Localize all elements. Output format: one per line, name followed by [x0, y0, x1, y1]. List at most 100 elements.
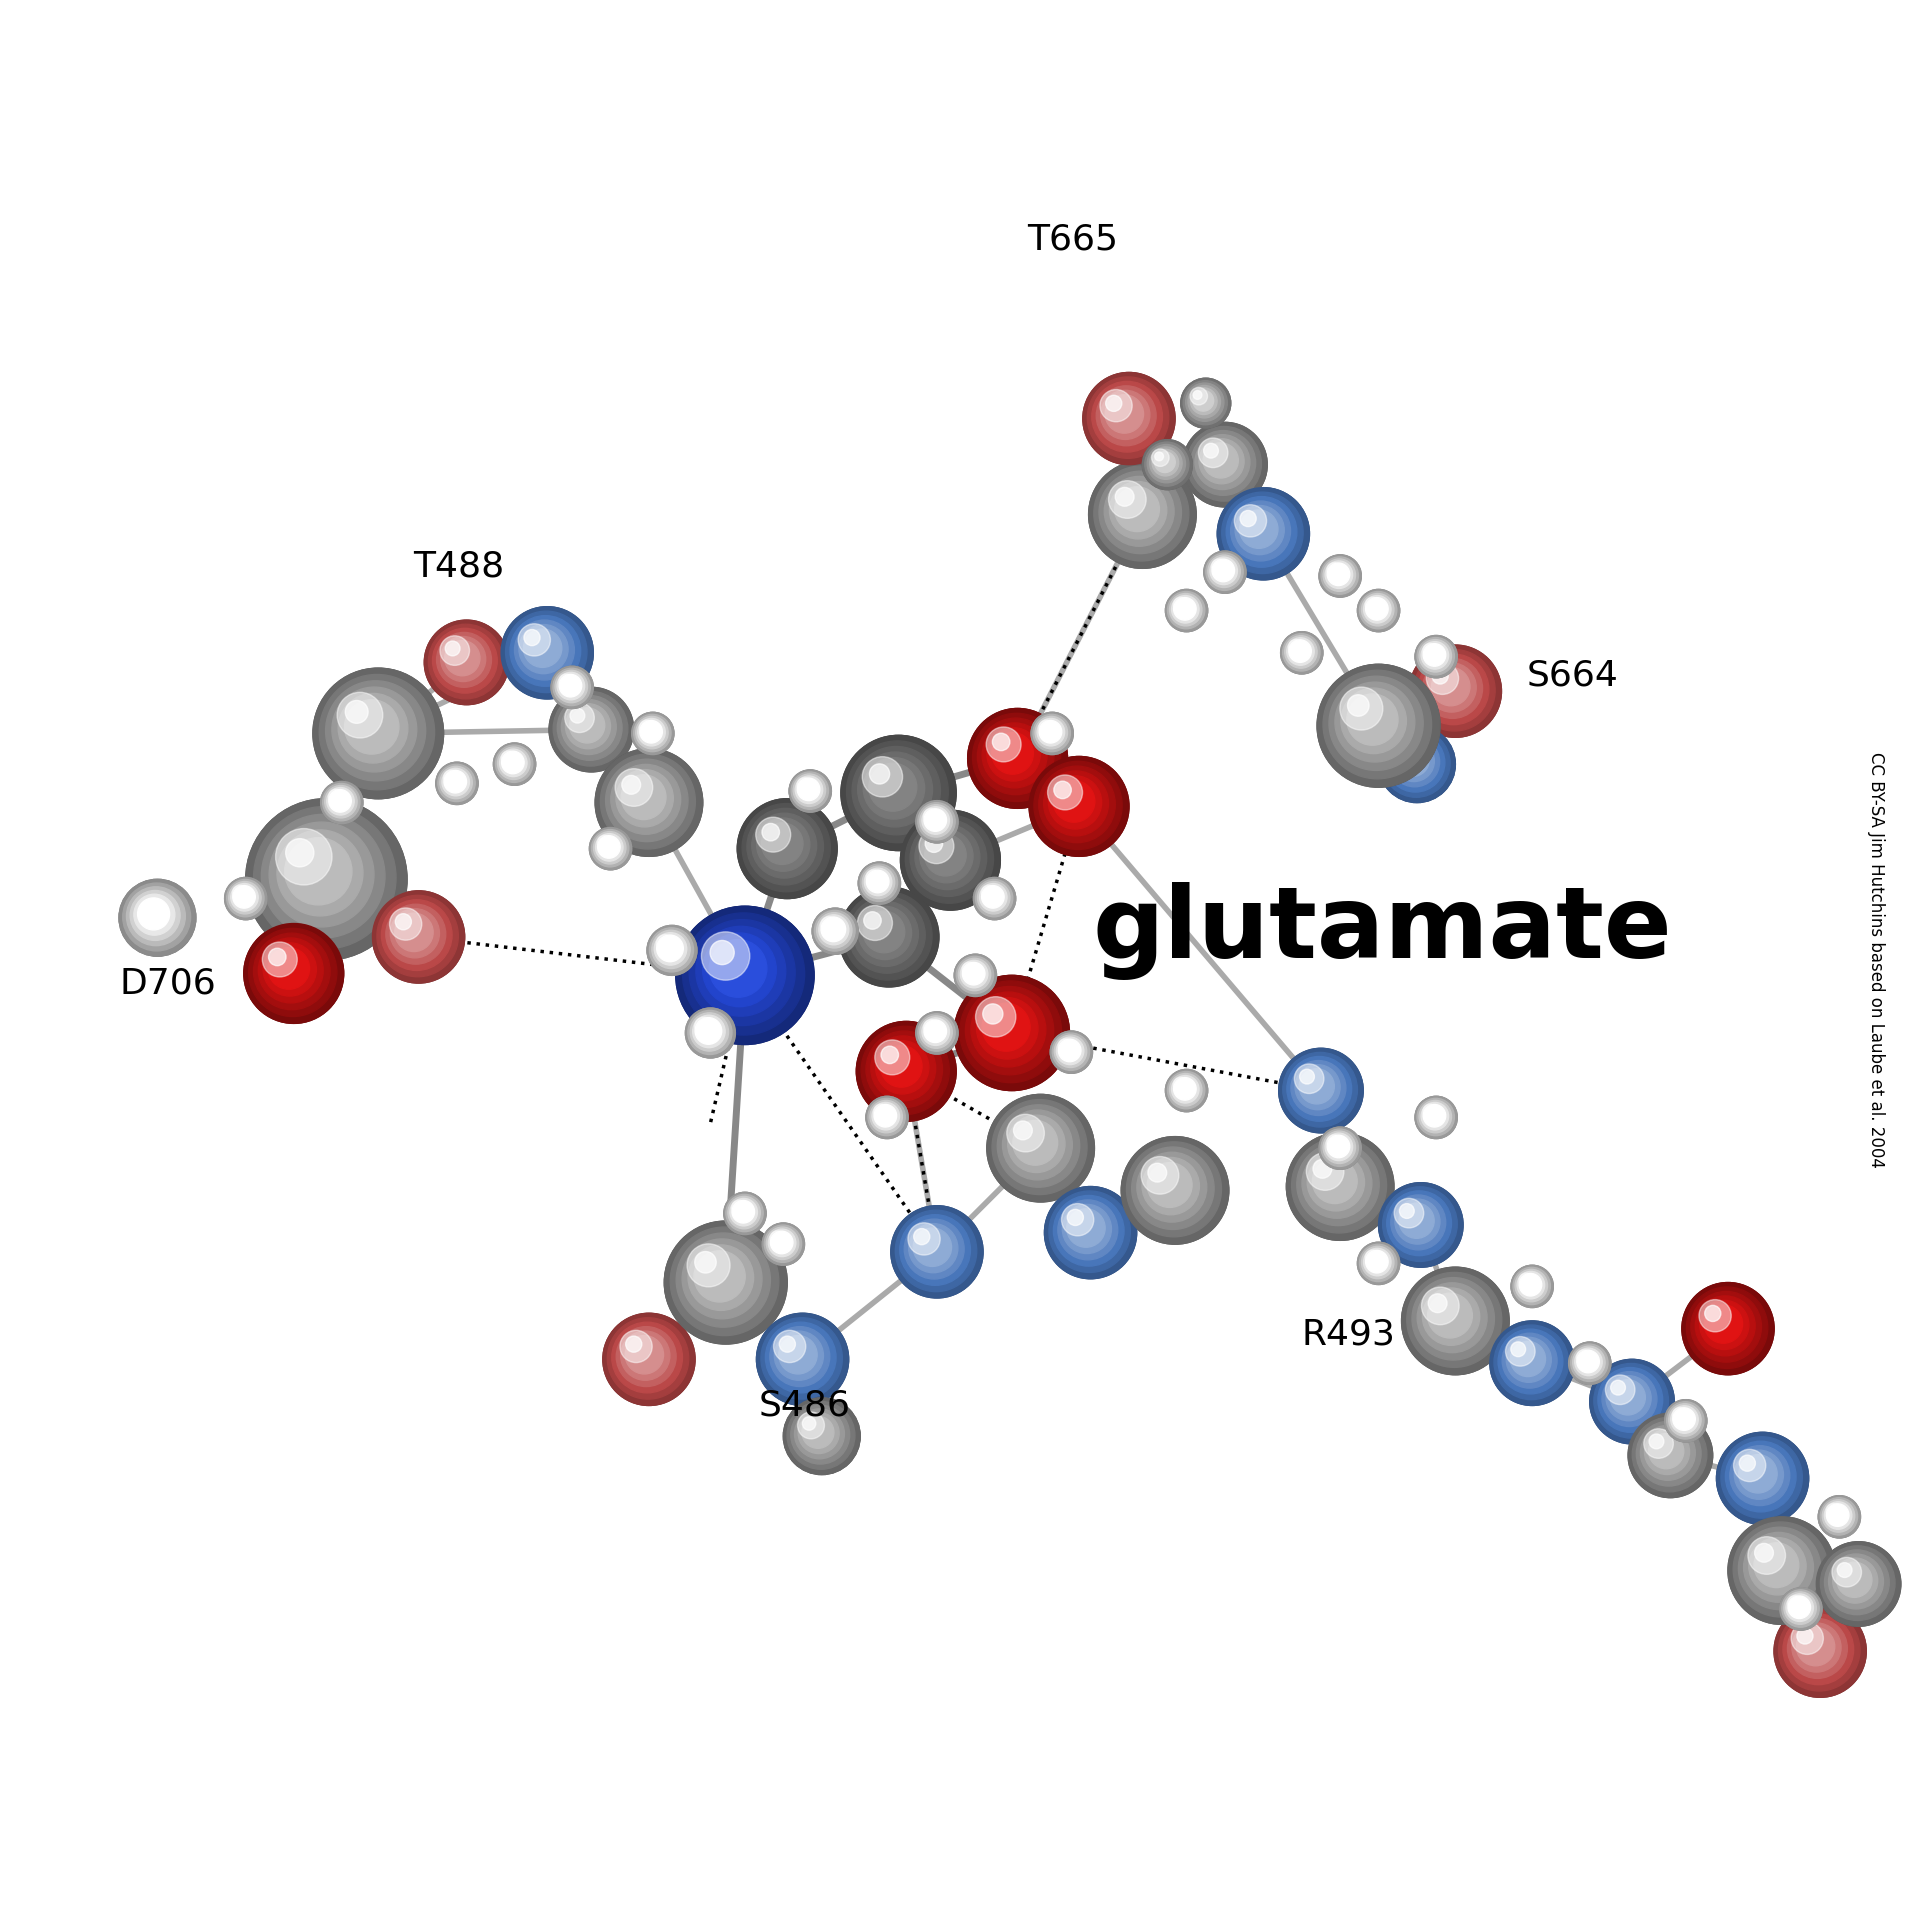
Circle shape: [614, 768, 653, 806]
Circle shape: [1094, 467, 1188, 561]
Circle shape: [561, 676, 578, 693]
Circle shape: [1390, 1194, 1446, 1250]
Circle shape: [232, 885, 255, 908]
Circle shape: [1674, 1409, 1682, 1417]
Circle shape: [695, 1252, 716, 1273]
Circle shape: [323, 783, 359, 820]
Circle shape: [659, 937, 680, 958]
Circle shape: [1682, 1283, 1774, 1375]
Circle shape: [799, 780, 806, 787]
Circle shape: [1423, 659, 1482, 718]
Circle shape: [876, 1106, 893, 1123]
Circle shape: [1498, 1329, 1563, 1394]
Circle shape: [1148, 1164, 1192, 1208]
Circle shape: [1089, 461, 1196, 568]
Circle shape: [1058, 1200, 1117, 1260]
Circle shape: [653, 931, 689, 968]
Circle shape: [803, 1417, 833, 1448]
Circle shape: [1716, 1432, 1809, 1524]
Circle shape: [1649, 1434, 1665, 1450]
Circle shape: [1187, 384, 1223, 420]
Circle shape: [501, 751, 524, 774]
Circle shape: [1031, 712, 1073, 755]
Circle shape: [910, 820, 987, 897]
Circle shape: [1329, 1137, 1346, 1154]
Circle shape: [858, 862, 900, 904]
Circle shape: [1837, 1563, 1853, 1578]
Circle shape: [973, 877, 1016, 920]
Circle shape: [1148, 1164, 1167, 1183]
Circle shape: [908, 1223, 941, 1256]
Circle shape: [866, 1096, 908, 1139]
Circle shape: [791, 1405, 851, 1465]
Circle shape: [1279, 1048, 1363, 1133]
Circle shape: [276, 829, 363, 916]
Circle shape: [922, 806, 948, 833]
Circle shape: [1217, 488, 1309, 580]
Circle shape: [1288, 639, 1311, 662]
Circle shape: [726, 1194, 762, 1231]
Circle shape: [1014, 1121, 1033, 1140]
Circle shape: [870, 1100, 902, 1133]
Circle shape: [284, 837, 351, 904]
Circle shape: [1062, 1204, 1112, 1254]
Circle shape: [962, 962, 985, 985]
Circle shape: [1039, 766, 1116, 843]
Circle shape: [390, 908, 422, 941]
Circle shape: [1501, 1332, 1557, 1388]
Circle shape: [634, 714, 670, 751]
Circle shape: [1818, 1496, 1860, 1538]
Circle shape: [687, 1244, 755, 1311]
Circle shape: [131, 891, 180, 941]
Circle shape: [1002, 1110, 1073, 1181]
Circle shape: [756, 818, 810, 872]
Circle shape: [442, 768, 468, 795]
Circle shape: [597, 835, 620, 858]
Circle shape: [1116, 488, 1135, 507]
Circle shape: [1394, 741, 1434, 781]
Circle shape: [1346, 693, 1398, 745]
Circle shape: [1106, 396, 1144, 434]
Circle shape: [1286, 1133, 1394, 1240]
Circle shape: [227, 879, 263, 916]
Circle shape: [1645, 1430, 1690, 1475]
Circle shape: [1173, 597, 1188, 612]
Circle shape: [524, 630, 563, 668]
Circle shape: [1165, 589, 1208, 632]
Circle shape: [503, 753, 511, 760]
Circle shape: [1394, 1198, 1425, 1229]
Circle shape: [1367, 599, 1384, 616]
Circle shape: [845, 893, 931, 979]
Circle shape: [1050, 1031, 1092, 1073]
Circle shape: [1569, 1342, 1611, 1384]
Circle shape: [1100, 390, 1133, 422]
Circle shape: [1357, 589, 1400, 632]
Circle shape: [1192, 390, 1202, 399]
Circle shape: [1190, 388, 1217, 415]
Circle shape: [772, 1233, 789, 1250]
Circle shape: [436, 632, 492, 687]
Circle shape: [1400, 1204, 1415, 1219]
Circle shape: [338, 693, 382, 737]
Circle shape: [1791, 1622, 1841, 1672]
Circle shape: [1428, 1294, 1473, 1338]
Circle shape: [313, 668, 444, 799]
Circle shape: [1323, 1131, 1356, 1164]
Circle shape: [1194, 434, 1250, 490]
Circle shape: [783, 1398, 860, 1475]
Circle shape: [1283, 634, 1319, 670]
Circle shape: [1213, 561, 1221, 568]
Circle shape: [444, 770, 459, 785]
Circle shape: [1029, 756, 1129, 856]
Circle shape: [1716, 1432, 1809, 1524]
Circle shape: [789, 770, 831, 812]
Circle shape: [259, 939, 323, 1002]
Circle shape: [987, 1094, 1094, 1202]
Text: S486: S486: [758, 1388, 851, 1423]
Circle shape: [670, 1227, 780, 1336]
Circle shape: [868, 872, 885, 889]
Circle shape: [1665, 1400, 1707, 1442]
Circle shape: [1789, 1597, 1797, 1605]
Circle shape: [1774, 1605, 1866, 1697]
Circle shape: [1576, 1350, 1599, 1373]
